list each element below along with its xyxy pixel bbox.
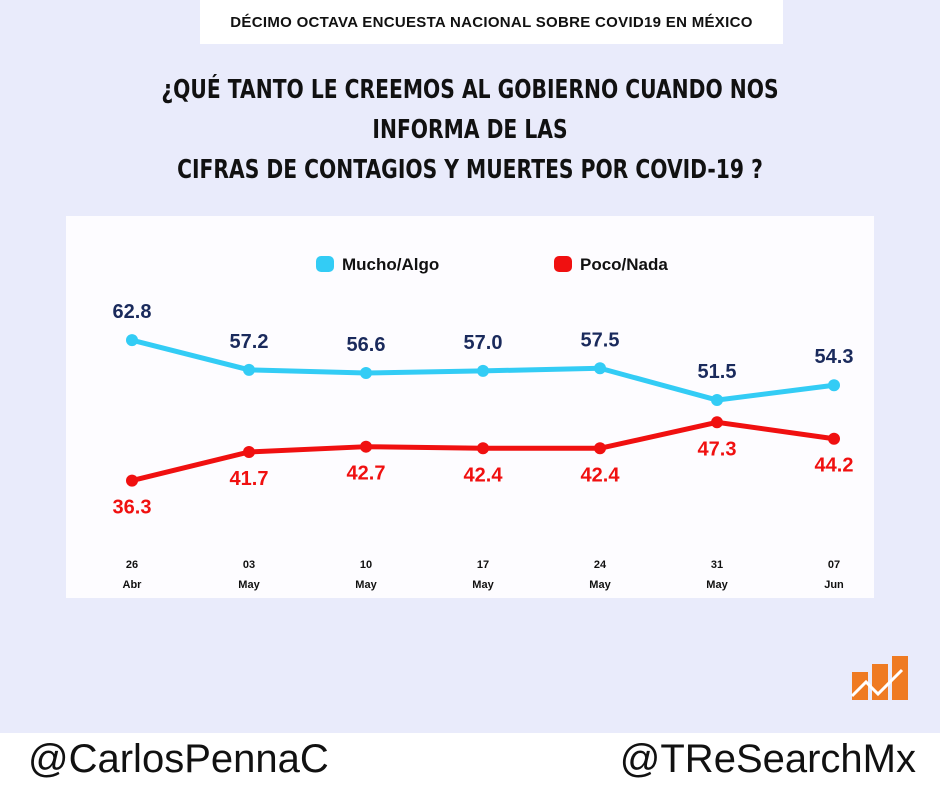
legend-label: Poco/Nada [580,255,668,274]
data-label: 41.7 [230,468,269,490]
data-point [711,416,723,429]
data-point [126,334,138,347]
x-tick-day: 07 [828,559,840,571]
data-point [243,363,255,376]
x-tick-month: Abr [123,579,143,591]
x-tick-month: May [589,579,611,591]
x-tick-day: 10 [360,559,372,571]
survey-banner: DÉCIMO OCTAVA ENCUESTA NACIONAL SOBRE CO… [200,0,783,44]
data-point [594,362,606,375]
data-label: 57.2 [230,331,269,353]
data-point [243,445,255,458]
footer: @CarlosPennaC @TReSearchMx [0,733,940,788]
x-tick-day: 24 [594,559,607,571]
x-tick-month: May [472,579,494,591]
x-tick-month: May [355,579,377,591]
title-line-2: CIFRAS DE CONTAGIOS Y MUERTES POR COVID-… [177,155,763,185]
data-label: 54.3 [815,346,854,368]
data-label: 42.4 [464,464,504,486]
x-tick-month: Jun [824,579,844,591]
title-line-1: ¿QUÉ TANTO LE CREEMOS AL GOBIERNO CUANDO… [161,75,779,145]
x-tick-day: 26 [126,559,138,571]
data-point [360,367,372,380]
data-label: 57.5 [581,329,620,351]
data-point [126,474,138,487]
footer-handle-right: @TReSearchMx [619,737,916,781]
data-label: 36.3 [113,497,152,519]
research-logo [832,654,908,720]
x-tick-month: May [238,579,260,591]
legend-swatch [554,256,572,272]
data-label: 44.2 [815,455,854,477]
data-point [360,440,372,453]
chart-panel [66,216,874,598]
data-point [477,442,489,455]
data-point [594,442,606,455]
x-tick-day: 17 [477,559,489,571]
data-point [828,432,840,445]
data-label: 51.5 [698,361,737,383]
data-point [711,394,723,407]
data-label: 56.6 [347,334,386,356]
x-tick-day: 31 [711,559,723,571]
data-point [828,379,840,392]
legend-label: Mucho/Algo [342,255,439,274]
chart-title: ¿QUÉ TANTO LE CREEMOS AL GOBIERNO CUANDO… [119,70,821,190]
data-label: 47.3 [698,438,737,460]
x-tick-month: May [706,579,728,591]
data-label: 62.8 [113,301,152,323]
x-tick-day: 03 [243,559,255,571]
data-label: 57.0 [464,332,503,354]
data-label: 42.4 [581,464,621,486]
footer-handle-left: @CarlosPennaC [28,737,329,781]
data-point [477,364,489,377]
data-label: 42.7 [347,463,386,485]
legend-swatch [316,256,334,272]
